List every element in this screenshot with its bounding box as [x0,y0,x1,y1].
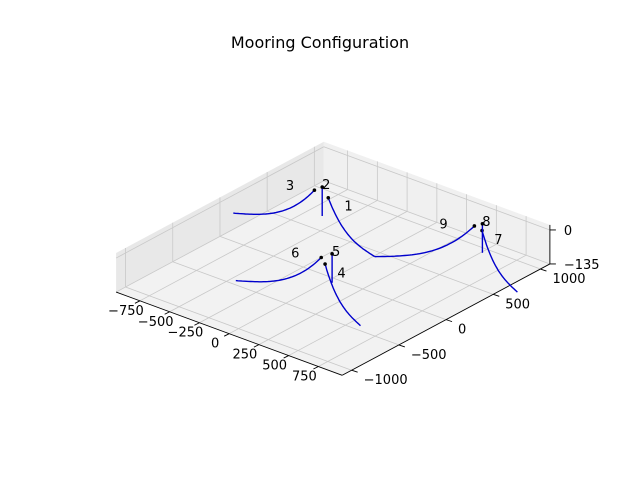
x-tick [253,344,260,348]
grid-lines [115,146,551,371]
z-tick-label: −135 [564,258,600,273]
line-label-4: 4 [337,267,345,282]
x-tick [283,355,289,359]
grid-line-y [314,185,541,270]
fairlead-marker-3 [312,188,317,192]
x-tick-label: 250 [232,348,257,363]
mooring-line-1 [327,197,376,258]
line-label-9: 9 [439,218,447,233]
line-label-8: 8 [482,215,490,230]
y-tick [445,319,453,323]
y-tick [493,293,500,297]
fairlead-marker-4 [323,262,327,266]
grid-line-z [115,180,324,293]
y-tick [351,369,358,373]
y-tick [540,268,547,272]
grid-line-z [115,146,324,259]
x-tick [313,366,319,370]
fairlead-marker-2 [320,185,325,189]
y-tick-label: −1000 [364,373,408,388]
x-tick-label: 0 [211,337,219,352]
x-tick [134,300,141,304]
fairlead-marker-9 [472,224,477,228]
mooring-line-4 [324,263,361,327]
y-tick-label: 500 [505,297,530,312]
z-tick-label: 0 [564,224,572,239]
fairlead-marker-6 [319,255,324,260]
grid-line-y [219,236,447,320]
mooring-line-7 [481,230,518,293]
line-labels: 12 3 4 5 6 78 9 [286,178,503,281]
grid-line-y [267,210,494,295]
grid-line-z [323,146,551,231]
line-label-3: 3 [286,179,294,194]
x-tick-label: −250 [168,326,204,341]
y-tick [398,344,405,348]
x-tick-label: −750 [108,304,144,319]
fairlead-marker-1 [326,195,331,200]
mooring-line-3 [233,189,315,216]
line-label-5: 5 [332,245,340,260]
grid-line-y [172,261,399,346]
x-tick [223,333,230,337]
line-label-1: 1 [344,199,352,214]
x-tick-label: 750 [292,370,317,385]
x-tick [194,322,200,326]
line-label-6: 6 [291,247,299,262]
line-label-2: 2 [322,178,330,193]
fairlead-marker-5 [330,252,334,256]
x-tick-label: 500 [262,359,287,374]
y-tick-label: 0 [458,323,466,338]
x-tick-label: −500 [138,315,174,330]
mooring-line-6 [235,257,322,283]
y-tick-label: −500 [411,348,447,363]
mooring-line-9 [374,225,475,258]
y-tick-label: 1000 [552,272,585,287]
grid-line-z [323,180,551,265]
x-tick [164,311,170,315]
chart-title: Mooring Configuration [230,33,410,52]
mooring-lines [233,185,518,327]
grid-line-y [125,286,352,371]
tick-marks [134,229,556,373]
fairlead-marker-8 [480,222,485,226]
line-label-7: 7 [494,233,502,248]
